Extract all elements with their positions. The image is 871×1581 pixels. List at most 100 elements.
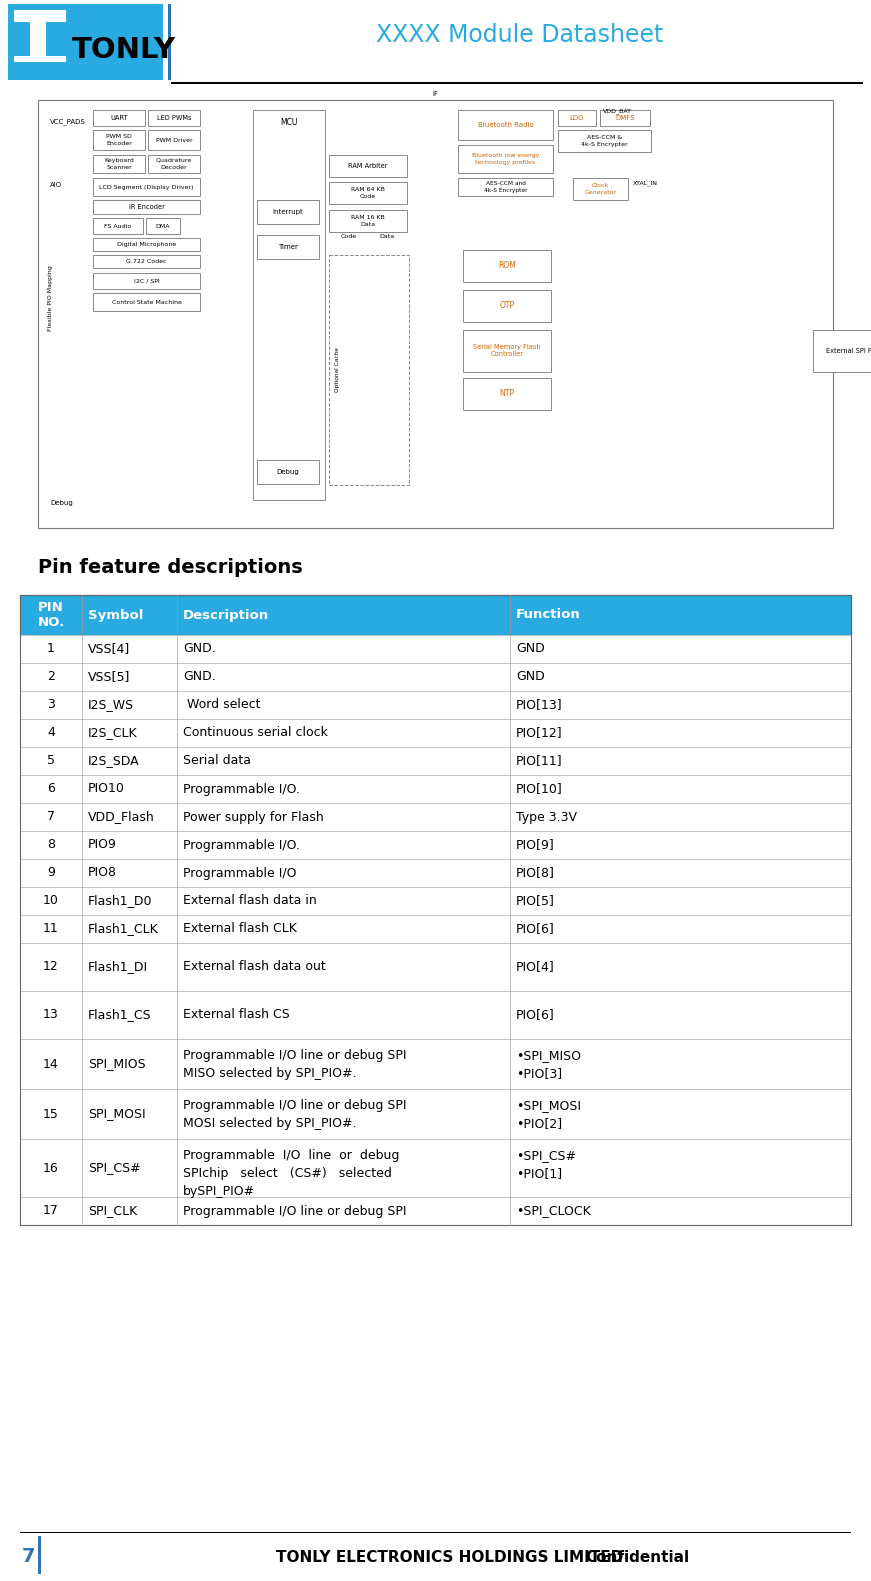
Text: Confidential: Confidential [585,1549,689,1565]
Text: Data: Data [380,234,395,239]
Text: Scanner: Scanner [106,164,132,171]
Bar [8,5,163,81]
Bar [93,218,143,234]
Bar [93,155,145,172]
Text: 5: 5 [47,754,55,767]
Text: SPI_CLK: SPI_CLK [88,1205,138,1217]
Text: Programmable I/O.: Programmable I/O. [183,783,300,795]
Text: LDO: LDO [570,115,584,122]
Text: IR Encoder: IR Encoder [129,204,165,210]
Text: 6: 6 [47,783,55,795]
Bar [30,9,46,62]
Text: XTAL_IN: XTAL_IN [633,180,658,185]
Bar [20,942,851,991]
Text: Symbol: Symbol [88,609,144,621]
Text: External flash CS: External flash CS [183,1009,290,1021]
Text: 15: 15 [43,1108,59,1121]
Bar [20,1089,851,1138]
Bar [148,130,200,150]
Bar [93,239,200,251]
Bar [93,111,145,126]
Text: External SPI Flash: External SPI Flash [826,348,871,354]
Bar [329,155,407,177]
Bar [329,255,409,485]
Text: Bluetooth Radio: Bluetooth Radio [477,122,533,128]
Text: SPI_MOSI: SPI_MOSI [88,1108,145,1121]
Text: ROM: ROM [498,261,516,270]
Bar [148,111,200,126]
Text: Encoder: Encoder [106,141,132,145]
Text: VSS[5]: VSS[5] [88,670,131,683]
Text: 9: 9 [47,866,55,879]
Bar [20,775,851,803]
Text: 1: 1 [47,642,55,656]
Text: SPI_MIOS: SPI_MIOS [88,1058,145,1070]
Text: 8: 8 [47,838,55,852]
Bar [20,594,851,1225]
Text: PIO9: PIO9 [88,838,117,852]
Text: External flash CLK: External flash CLK [183,922,297,936]
Bar [38,1537,40,1575]
Text: •PIO[3]: •PIO[3] [516,1067,562,1080]
Text: UART: UART [111,115,128,122]
Bar [20,691,851,719]
Text: OTP: OTP [499,302,515,310]
Text: G.722 Codec: G.722 Codec [126,259,166,264]
Bar [20,991,851,1039]
Text: PIO10: PIO10 [88,783,125,795]
Text: TONLY ELECTRONICS HOLDINGS LIMITED: TONLY ELECTRONICS HOLDINGS LIMITED [276,1549,624,1565]
Text: GND: GND [516,642,544,656]
Text: 17: 17 [43,1205,59,1217]
Bar [463,289,551,323]
Bar [463,250,551,281]
Text: Programmable I/O line or debug SPI: Programmable I/O line or debug SPI [183,1099,407,1111]
Text: PIO[5]: PIO[5] [516,895,555,907]
Text: DMA: DMA [156,223,170,229]
Text: Generator: Generator [584,190,617,194]
Text: Optional Cache: Optional Cache [334,348,340,392]
Text: Keyboard: Keyboard [105,158,134,163]
Text: I2S_SDA: I2S_SDA [88,754,139,767]
Text: NTP: NTP [499,389,515,398]
Text: PIO[6]: PIO[6] [516,922,555,936]
Text: GND: GND [516,670,544,683]
Bar [600,111,650,126]
Text: Flash1_CS: Flash1_CS [88,1009,152,1021]
Bar [148,155,200,172]
Bar [329,182,407,204]
Bar [93,201,200,213]
Text: XXXX Module Datasheet: XXXX Module Datasheet [376,24,664,47]
Text: PIO[10]: PIO[10] [516,783,563,795]
Bar [20,1138,851,1197]
Text: FS Audio: FS Audio [105,223,132,229]
Bar [20,636,851,662]
Text: SPIchip   select   (CS#)   selected: SPIchip select (CS#) selected [183,1167,392,1179]
Text: AES-CCM &: AES-CCM & [587,134,622,141]
Text: PIN
NO.: PIN NO. [37,601,64,629]
Text: SPI_CS#: SPI_CS# [88,1162,140,1175]
Text: RAM 16 KB: RAM 16 KB [351,215,385,220]
Bar [20,719,851,746]
Bar [38,100,833,528]
Text: RAM Arbiter: RAM Arbiter [348,163,388,169]
Text: 3: 3 [47,699,55,711]
Bar [20,1039,851,1089]
Text: MISO selected by SPI_PIO#.: MISO selected by SPI_PIO#. [183,1067,356,1080]
Text: I2S_CLK: I2S_CLK [88,727,138,740]
Bar [20,832,851,858]
Text: Serial Memory Flash: Serial Memory Flash [473,345,541,351]
Text: •SPI_CS#: •SPI_CS# [516,1149,576,1162]
Bar [20,803,851,832]
Text: 4: 4 [47,727,55,740]
Text: 7: 7 [47,811,55,824]
Text: 16: 16 [44,1162,59,1175]
Bar [458,145,553,172]
Bar [253,111,325,500]
Text: 4k-S Encrypter: 4k-S Encrypter [483,188,527,193]
Text: 7: 7 [22,1548,36,1567]
Text: Control State Machine: Control State Machine [111,299,181,305]
Bar [20,719,851,746]
Text: RAM 64 KB: RAM 64 KB [351,187,385,191]
Bar [558,130,651,152]
Text: Serial data: Serial data [183,754,251,767]
